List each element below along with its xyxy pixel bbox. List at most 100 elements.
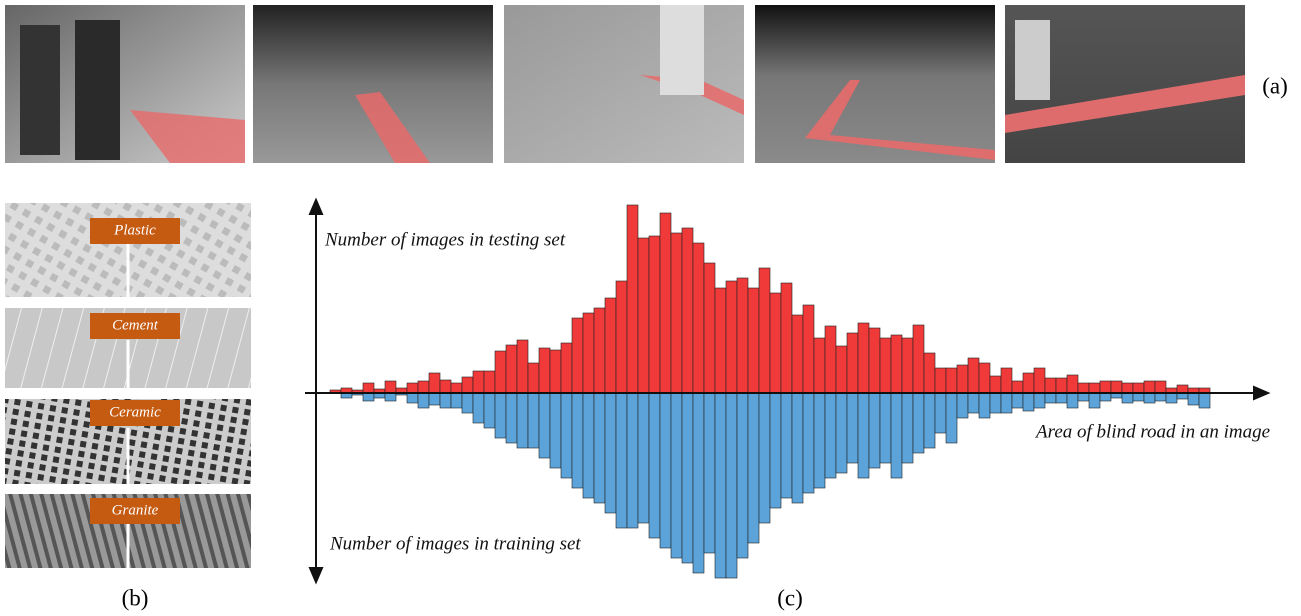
bar <box>1111 381 1122 393</box>
bar <box>737 393 748 558</box>
series-label: Number of images in training set <box>329 533 581 554</box>
bar <box>1133 383 1144 393</box>
bar <box>451 383 462 393</box>
bar <box>957 365 968 393</box>
bar <box>649 393 660 538</box>
bar <box>1056 393 1067 403</box>
bar <box>968 393 979 413</box>
panel-label: (b) <box>122 585 149 610</box>
bar <box>385 393 396 401</box>
bar <box>968 358 979 393</box>
bar <box>1034 368 1045 393</box>
bar <box>583 313 594 393</box>
bar <box>836 346 847 393</box>
photo-strip <box>5 5 1245 163</box>
bar <box>704 393 715 553</box>
bar <box>869 393 880 468</box>
bar <box>737 278 748 393</box>
bar <box>429 393 440 405</box>
bar <box>1122 393 1133 403</box>
bar <box>792 393 803 503</box>
bar <box>1144 381 1155 393</box>
bar <box>726 281 737 393</box>
bar <box>913 393 924 453</box>
bar <box>627 205 638 393</box>
bar <box>671 233 682 393</box>
figure: (a) (b) Area of blind road in an image N… <box>0 0 1301 616</box>
bar <box>429 373 440 393</box>
bar <box>605 298 616 393</box>
bar <box>1023 373 1034 393</box>
bar <box>715 288 726 393</box>
bar <box>539 393 550 458</box>
bar <box>550 350 561 393</box>
bar <box>671 393 682 558</box>
bar <box>1089 393 1100 408</box>
bar <box>704 263 715 393</box>
bar <box>935 368 946 393</box>
bar <box>407 383 418 393</box>
bar <box>517 393 528 448</box>
bar <box>594 308 605 393</box>
bar <box>770 293 781 393</box>
bar <box>858 323 869 393</box>
bar <box>946 368 957 393</box>
bar <box>517 340 528 393</box>
bar <box>990 393 1001 413</box>
bar <box>979 363 990 393</box>
bar <box>770 393 781 508</box>
bar <box>902 393 913 463</box>
bar <box>880 338 891 393</box>
bar <box>990 376 1001 393</box>
bar <box>506 393 517 443</box>
bar <box>473 371 484 393</box>
bar <box>1023 393 1034 411</box>
bar <box>528 393 539 448</box>
bar <box>726 393 737 578</box>
series-label: Number of images in testing set <box>324 229 566 250</box>
bar <box>484 393 495 428</box>
bar <box>495 351 506 393</box>
bar <box>924 353 935 393</box>
bar <box>759 268 770 393</box>
bar <box>550 393 561 468</box>
bar <box>1166 393 1177 403</box>
bar <box>660 213 671 393</box>
bar <box>880 393 891 463</box>
bar <box>1067 375 1078 393</box>
bar <box>605 393 616 513</box>
bar <box>451 393 462 408</box>
bar <box>528 363 539 393</box>
bar <box>649 236 660 393</box>
bar <box>495 393 506 438</box>
bar <box>1100 381 1111 393</box>
bar <box>1045 393 1056 403</box>
bar <box>803 305 814 393</box>
bar <box>913 325 924 393</box>
bar <box>473 393 484 423</box>
bar <box>847 393 858 463</box>
bar <box>627 393 638 528</box>
bar <box>759 393 770 523</box>
bar <box>1100 393 1111 401</box>
bar <box>693 393 704 573</box>
bar <box>792 315 803 393</box>
bar <box>418 381 429 393</box>
bar <box>1155 393 1166 401</box>
bar <box>1122 383 1133 393</box>
bar <box>957 393 968 418</box>
bar <box>572 318 583 393</box>
bar <box>693 243 704 393</box>
bar <box>979 393 990 418</box>
bar <box>924 393 935 448</box>
bar <box>1067 393 1078 408</box>
material-label: Granite <box>112 502 159 518</box>
bar <box>506 345 517 393</box>
bar <box>869 328 880 393</box>
bar <box>891 393 902 478</box>
bar <box>748 393 759 543</box>
bar <box>594 393 605 503</box>
bar <box>572 393 583 488</box>
bar <box>462 377 473 393</box>
bar <box>814 338 825 393</box>
